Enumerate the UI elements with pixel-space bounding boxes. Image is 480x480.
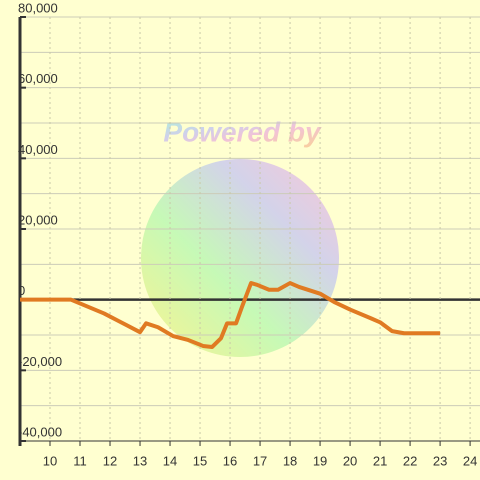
y-tick-label: 20,000 (18, 212, 58, 227)
y-tick-label: 60,000 (18, 71, 58, 86)
x-tick-label: 18 (283, 453, 297, 468)
x-tick-label: 21 (373, 453, 387, 468)
x-tick-label: 12 (103, 453, 117, 468)
x-tick-label: 17 (253, 453, 267, 468)
y-tick-label: -20,000 (18, 354, 62, 369)
x-tick-label: 22 (403, 453, 417, 468)
x-tick-label: 19 (313, 453, 327, 468)
x-tick-label: 13 (133, 453, 147, 468)
x-tick-label: 15 (193, 453, 207, 468)
x-tick-label: 20 (343, 453, 357, 468)
x-tick-label: 16 (223, 453, 237, 468)
y-tick-label: 0 (18, 283, 25, 298)
x-tick-label: 11 (73, 453, 87, 468)
x-tick-label: 23 (433, 453, 447, 468)
x-tick-label: 10 (43, 453, 57, 468)
watermark-logo (141, 159, 339, 357)
y-tick-label: 80,000 (18, 0, 58, 15)
y-tick-label: -40,000 (18, 424, 62, 439)
watermark: Powered by (163, 116, 322, 147)
x-tick-label: 14 (163, 453, 177, 468)
x-tick-label: 24 (463, 453, 477, 468)
line (20, 281, 441, 350)
y-tick-label: 40,000 (18, 142, 58, 157)
